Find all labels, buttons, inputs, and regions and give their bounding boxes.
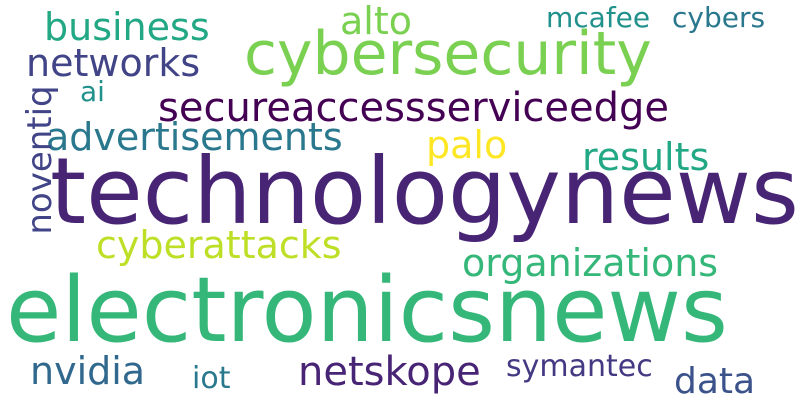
- word-symantec: symantec: [506, 349, 653, 384]
- word-nvidia: nvidia: [30, 349, 146, 393]
- word-noventiq: noventiq: [20, 85, 60, 235]
- word-business: business: [44, 5, 210, 49]
- word-technologynews: technologynews: [50, 138, 799, 245]
- word-secureaccessserviceedge: secureaccessserviceedge: [158, 85, 670, 131]
- word-organizations: organizations: [462, 241, 719, 285]
- word-cybers: cybers: [672, 1, 766, 34]
- word-cyberattacks: cyberattacks: [96, 223, 342, 267]
- word-palo: palo: [426, 123, 508, 167]
- word-mcafee: mcafee: [546, 1, 651, 34]
- word-data: data: [674, 361, 756, 400]
- word-ai: ai: [80, 75, 105, 108]
- word-netskope: netskope: [298, 349, 481, 395]
- word-networks: networks: [26, 41, 201, 85]
- word-results: results: [582, 135, 710, 179]
- word-electronicsnews: electronicsnews: [6, 258, 728, 363]
- word-alto: alto: [340, 0, 412, 43]
- word-iot: iot: [192, 361, 231, 396]
- word-advertisements: advertisements: [46, 115, 343, 159]
- word-cybersecurity: cybersecurity: [244, 19, 652, 89]
